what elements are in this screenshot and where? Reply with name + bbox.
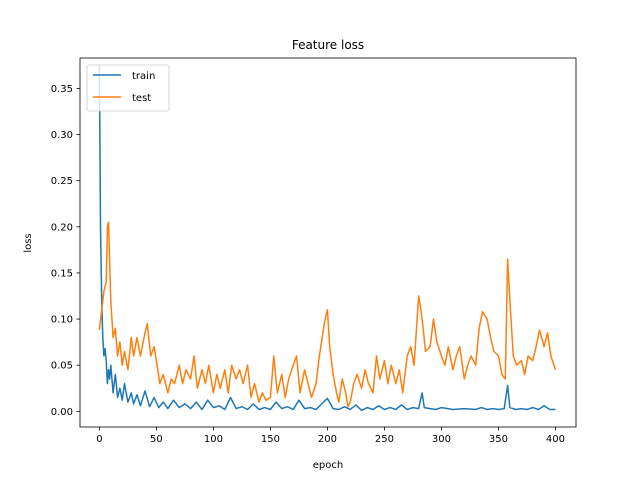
x-tick-label: 250 [375, 434, 394, 445]
series-line-train [98, 65, 556, 412]
legend-label-test: test [132, 93, 151, 104]
y-axis-label: loss [23, 233, 34, 252]
y-tick-label: 0.15 [51, 268, 73, 279]
legend-label-train: train [132, 71, 155, 82]
y-tick-label: 0.35 [51, 84, 73, 95]
x-axis-label: epoch [313, 460, 343, 471]
x-tick-label: 50 [150, 434, 163, 445]
x-tick-label: 150 [261, 434, 280, 445]
x-tick-label: 350 [489, 434, 508, 445]
y-tick-label: 0.30 [51, 130, 73, 141]
x-axis-ticks: 0 50 100 150 200 250 300 350 400 [96, 427, 565, 445]
chart-title: Feature loss [292, 38, 364, 52]
y-tick-label: 0.25 [51, 176, 73, 187]
y-tick-label: 0.00 [51, 407, 73, 418]
series-line-test [98, 221, 557, 408]
plot-frame [79, 57, 577, 428]
plot-area [80, 58, 576, 427]
x-tick-label: 400 [546, 434, 565, 445]
y-tick-label: 0.05 [51, 361, 73, 372]
y-tick-label: 0.10 [51, 315, 73, 326]
x-tick-label: 200 [318, 434, 337, 445]
x-tick-label: 300 [432, 434, 451, 445]
x-tick-label: 100 [204, 434, 223, 445]
x-tick-label: 0 [96, 434, 102, 445]
legend-box [86, 64, 170, 112]
legend: train test [86, 64, 170, 112]
series-layer [98, 65, 557, 412]
y-tick-label: 0.20 [51, 222, 73, 233]
y-axis-ticks: 0.00 0.05 0.10 0.15 0.20 0.25 0.30 0.35 [51, 84, 80, 418]
